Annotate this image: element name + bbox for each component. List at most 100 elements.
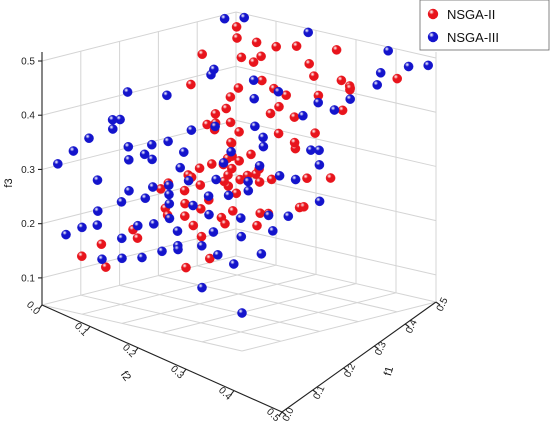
- point-nsga3: [314, 145, 324, 156]
- z-tick-label: 0.4: [21, 111, 35, 122]
- point-nsga2: [196, 231, 207, 242]
- f1-tick: [404, 323, 410, 328]
- grid-panes: [41, 11, 437, 352]
- point-nsga3: [208, 227, 219, 237]
- point-nsga2: [226, 163, 237, 174]
- point-nsga3: [53, 159, 63, 169]
- f2-tick-label: 0.5: [264, 407, 282, 423]
- point-nsga3: [117, 233, 127, 244]
- point-nsga2: [265, 108, 276, 119]
- point-nsga2: [271, 41, 282, 52]
- point-nsga2: [256, 51, 266, 62]
- f2-tick-label: 0.0: [24, 300, 42, 318]
- point-nsga3: [248, 75, 259, 85]
- point-nsga2: [204, 253, 215, 264]
- point-nsga3: [243, 176, 253, 187]
- f1-axis-line: [281, 301, 437, 413]
- point-nsga3: [186, 125, 197, 135]
- point-nsga3: [256, 249, 267, 259]
- point-nsga3: [68, 146, 79, 156]
- grid-line: [41, 304, 243, 352]
- point-nsga2: [336, 75, 347, 86]
- point-nsga3: [117, 253, 127, 264]
- legend-label-nsga2: NSGA-II: [447, 7, 495, 22]
- point-nsga2: [248, 57, 259, 67]
- f1-axis-title: f1: [382, 365, 396, 377]
- point-nsga3: [137, 252, 147, 263]
- grid-line: [41, 174, 437, 225]
- point-nsga2: [96, 239, 107, 249]
- data-points: [53, 12, 434, 318]
- point-nsga3: [115, 114, 125, 125]
- point-nsga3: [237, 308, 247, 318]
- point-nsga3: [84, 133, 94, 143]
- point-nsga3: [239, 12, 249, 23]
- point-nsga2: [231, 22, 242, 32]
- point-nsga3: [303, 27, 314, 38]
- point-nsga3: [164, 213, 175, 224]
- point-nsga2: [225, 117, 236, 128]
- point-nsga2: [266, 174, 277, 185]
- point-nsga3: [196, 240, 207, 251]
- point-nsga3: [123, 141, 134, 152]
- legend-marker-nsga3: [427, 31, 439, 43]
- point-nsga3: [157, 246, 167, 257]
- grid-line: [41, 11, 437, 62]
- point-nsga3: [383, 46, 394, 56]
- point-nsga3: [306, 145, 316, 155]
- point-nsga2: [252, 220, 262, 231]
- point-nsga3: [178, 147, 189, 157]
- point-nsga3: [148, 219, 159, 229]
- axes: 0.10.20.30.40.50.00.10.20.30.40.5 0.00.10…: [3, 52, 451, 423]
- f2-tick: [278, 411, 283, 417]
- point-nsga3: [243, 185, 254, 196]
- point-nsga2: [291, 41, 302, 51]
- point-nsga2: [186, 79, 196, 90]
- point-nsga3: [146, 139, 157, 150]
- point-nsga3: [140, 193, 151, 203]
- point-nsga3: [147, 154, 157, 165]
- point-nsga3: [188, 200, 198, 211]
- point-nsga3: [218, 158, 229, 168]
- point-nsga2: [251, 37, 262, 48]
- point-nsga3: [210, 121, 220, 132]
- point-nsga3: [298, 110, 308, 121]
- legend: NSGA-II NSGA-III: [419, 0, 550, 51]
- point-nsga2: [289, 112, 300, 122]
- point-nsga3: [139, 149, 150, 160]
- point-nsga3: [209, 64, 219, 75]
- point-nsga3: [92, 175, 103, 185]
- point-nsga3: [122, 87, 133, 97]
- point-nsga3: [372, 80, 383, 90]
- point-nsga3: [345, 94, 356, 104]
- point-nsga3: [116, 197, 127, 207]
- point-nsga2: [77, 251, 87, 262]
- point-nsga3: [77, 222, 87, 233]
- grid-line: [201, 292, 397, 343]
- grid-line: [81, 264, 277, 315]
- point-nsga3: [290, 174, 301, 185]
- point-nsga3: [423, 60, 434, 71]
- z-axis-title: f3: [3, 178, 15, 187]
- point-nsga3: [173, 244, 183, 255]
- f2-tick-label: 0.4: [216, 385, 234, 403]
- f1-tick-label: 0.3: [373, 340, 389, 358]
- f1-tick: [312, 389, 318, 394]
- point-nsga2: [225, 92, 236, 102]
- f1-tick-label: 0.5: [435, 296, 451, 314]
- grid-line: [161, 283, 357, 334]
- point-nsga3: [175, 162, 185, 173]
- f2-axis-line: [41, 304, 283, 413]
- point-nsga3: [258, 141, 269, 152]
- point-nsga3: [124, 154, 134, 165]
- point-nsga2: [179, 185, 190, 196]
- z-tick-label: 0.3: [21, 165, 35, 176]
- point-nsga2: [257, 75, 267, 86]
- point-nsga3: [313, 97, 324, 108]
- point-nsga2: [221, 103, 231, 114]
- point-nsga3: [147, 182, 158, 192]
- f2-tick: [38, 304, 43, 310]
- point-nsga2: [236, 52, 247, 63]
- point-nsga2: [255, 208, 266, 218]
